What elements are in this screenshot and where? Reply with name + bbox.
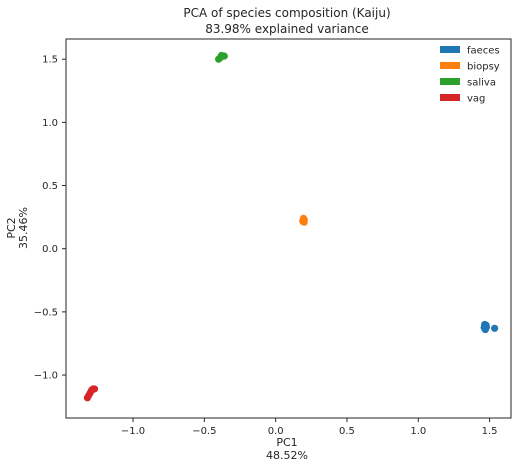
chart-title: PCA of species composition (Kaiju) xyxy=(183,6,390,20)
legend-swatch-saliva xyxy=(440,78,460,85)
y-axis-ticks: −1.0 −0.5 0.0 0.5 1.0 1.5 xyxy=(34,55,66,382)
point-biopsy xyxy=(299,217,307,226)
plot-area-frame xyxy=(65,38,512,419)
x-tick-label: 0.5 xyxy=(339,426,355,437)
legend-label-biopsy: biopsy xyxy=(467,62,500,73)
legend: faeces biopsy saliva vag xyxy=(440,46,500,105)
point-vag xyxy=(90,385,99,393)
point-faeces xyxy=(490,324,499,332)
chart-subtitle: 83.98% explained variance xyxy=(205,22,369,36)
y-tick-label: 0.0 xyxy=(42,244,58,255)
x-axis-label: PC1 xyxy=(276,436,297,449)
y-tick-label: 0.5 xyxy=(42,181,58,192)
y-axis-sublabel: 35.46% xyxy=(17,207,30,249)
legend-label-saliva: saliva xyxy=(467,78,496,89)
scatter-points xyxy=(83,51,499,402)
y-tick-label: 1.0 xyxy=(42,118,58,129)
legend-swatch-vag xyxy=(440,94,460,101)
x-tick-label: 1.0 xyxy=(410,426,426,437)
x-tick-label: −0.5 xyxy=(192,426,216,437)
y-axis-label: PC2 xyxy=(5,217,18,238)
legend-swatch-biopsy xyxy=(440,62,460,69)
x-tick-label: 1.5 xyxy=(482,426,498,437)
legend-label-vag: vag xyxy=(467,94,485,105)
legend-swatch-faeces xyxy=(440,46,460,53)
y-tick-label: −0.5 xyxy=(34,307,58,318)
x-axis-ticks: −1.0 −0.5 0.0 0.5 1.0 1.5 xyxy=(121,418,498,437)
x-tick-label: −1.0 xyxy=(121,426,145,437)
point-faeces xyxy=(481,325,489,334)
x-axis-sublabel: 48.52% xyxy=(266,449,308,462)
y-tick-label: 1.5 xyxy=(42,55,58,66)
legend-label-faeces: faeces xyxy=(467,46,500,57)
x-tick-label: 0.0 xyxy=(268,426,284,437)
y-tick-label: −1.0 xyxy=(34,371,58,382)
point-saliva xyxy=(217,51,226,60)
